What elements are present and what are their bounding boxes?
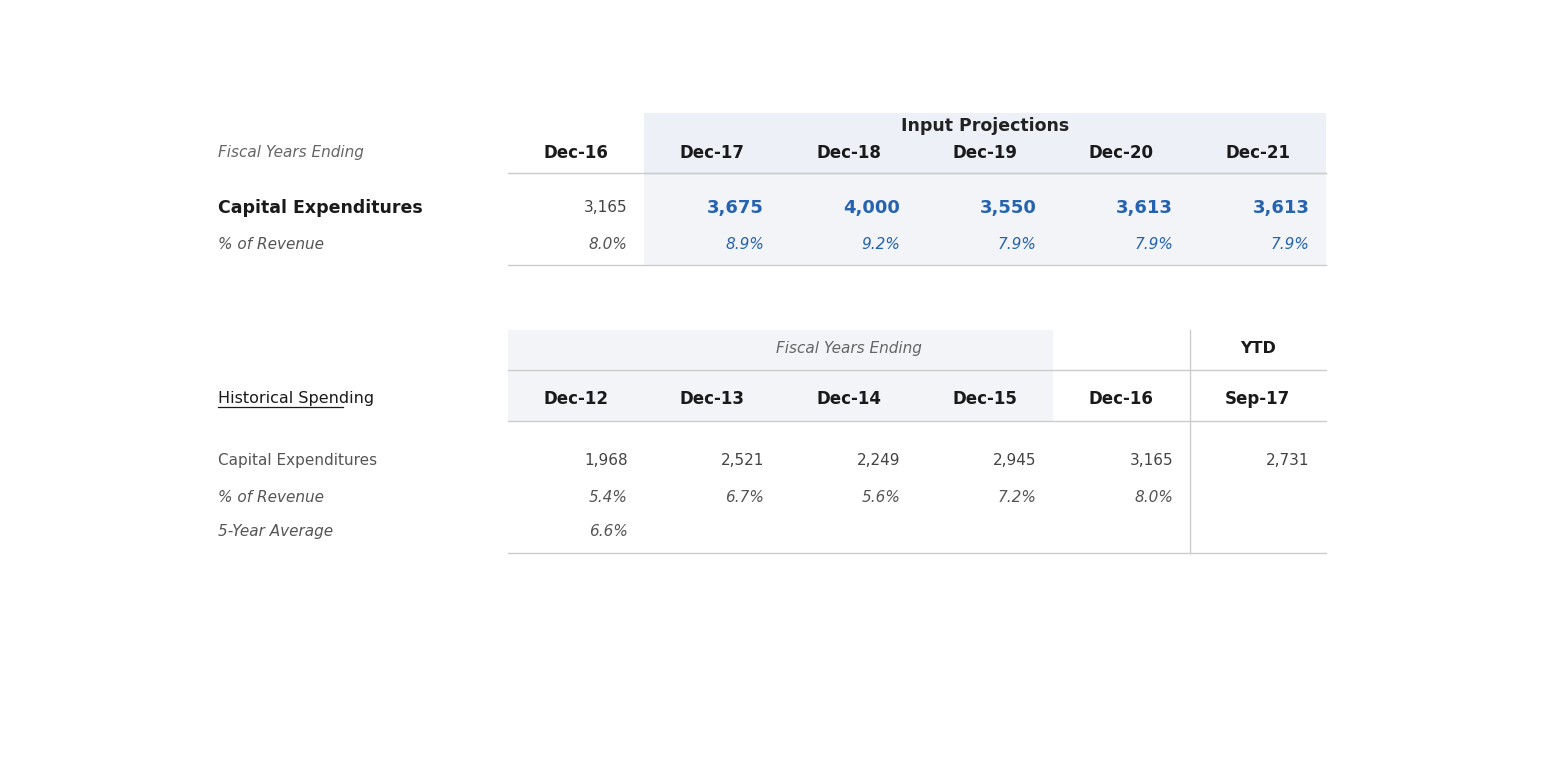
Text: 2,521: 2,521: [721, 453, 764, 468]
Text: 5.4%: 5.4%: [588, 490, 627, 505]
Text: YTD: YTD: [1240, 341, 1276, 356]
Text: Historical Spending: Historical Spending: [218, 391, 373, 406]
Text: 4,000: 4,000: [844, 199, 900, 217]
Text: Dec-15: Dec-15: [952, 390, 1018, 408]
Text: Fiscal Years Ending: Fiscal Years Ending: [218, 145, 364, 160]
Text: 6.7%: 6.7%: [724, 490, 764, 505]
Text: 5-Year Average: 5-Year Average: [218, 524, 332, 539]
Text: Capital Expenditures: Capital Expenditures: [218, 199, 422, 217]
Text: 8.9%: 8.9%: [724, 237, 764, 252]
Text: Dec-16: Dec-16: [1088, 390, 1154, 408]
Text: 1,968: 1,968: [583, 453, 627, 468]
Text: 2,945: 2,945: [993, 453, 1036, 468]
Text: Input Projections: Input Projections: [902, 117, 1069, 135]
Text: 3,613: 3,613: [1253, 199, 1309, 217]
Text: 7.2%: 7.2%: [997, 490, 1036, 505]
Text: Dec-21: Dec-21: [1225, 143, 1290, 161]
Text: 3,613: 3,613: [1116, 199, 1173, 217]
Text: 7.9%: 7.9%: [1270, 237, 1309, 252]
Text: 8.0%: 8.0%: [588, 237, 627, 252]
Text: Dec-18: Dec-18: [815, 143, 881, 161]
Text: Dec-14: Dec-14: [815, 390, 881, 408]
Text: 7.9%: 7.9%: [1134, 237, 1173, 252]
Text: % of Revenue: % of Revenue: [218, 237, 323, 252]
Text: Dec-20: Dec-20: [1088, 143, 1154, 161]
Text: 6.6%: 6.6%: [588, 524, 627, 539]
Bar: [508, 330, 1054, 421]
Text: Capital Expenditures: Capital Expenditures: [218, 453, 376, 468]
Text: Dec-12: Dec-12: [543, 390, 608, 408]
Text: Dec-13: Dec-13: [679, 390, 745, 408]
Text: 3,165: 3,165: [1129, 453, 1173, 468]
Text: 7.9%: 7.9%: [997, 237, 1036, 252]
Text: 8.0%: 8.0%: [1134, 490, 1173, 505]
Text: Dec-16: Dec-16: [544, 143, 608, 161]
Bar: [644, 112, 1327, 174]
Text: Fiscal Years Ending: Fiscal Years Ending: [776, 341, 922, 356]
Bar: [644, 174, 1327, 265]
Text: 3,165: 3,165: [583, 201, 627, 215]
Text: 3,675: 3,675: [707, 199, 764, 217]
Text: Dec-19: Dec-19: [952, 143, 1018, 161]
Text: 2,249: 2,249: [856, 453, 900, 468]
Text: Sep-17: Sep-17: [1225, 390, 1290, 408]
Text: 2,731: 2,731: [1265, 453, 1309, 468]
Text: 5.6%: 5.6%: [861, 490, 900, 505]
Text: Dec-17: Dec-17: [679, 143, 745, 161]
Text: % of Revenue: % of Revenue: [218, 490, 323, 505]
Text: 3,550: 3,550: [980, 199, 1036, 217]
Text: 9.2%: 9.2%: [861, 237, 900, 252]
